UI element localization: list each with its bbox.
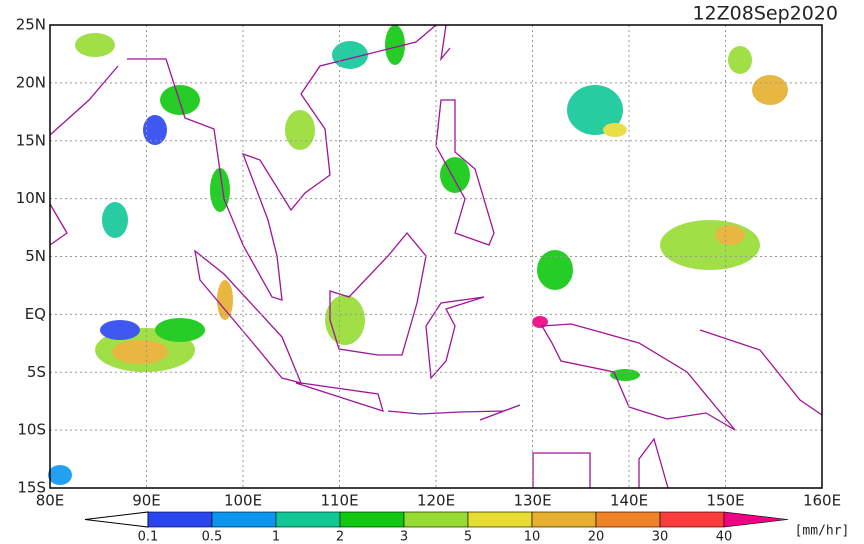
x-axis-label: 100E [224,492,262,510]
colorbar-label: 20 [588,530,605,544]
colorbar-segment [467,511,533,528]
colorbar-label: 10 [524,530,541,544]
colorbar-label: 30 [652,530,669,544]
y-axis-label: 5N [25,247,46,265]
colorbar-unit: [mm/hr] [795,524,850,539]
colorbar-label: 0.1 [138,530,159,544]
map-frame [49,24,823,489]
colorbar-segment [339,511,405,528]
x-axis-label: 160E [803,492,841,510]
x-axis-label: 120E [417,492,455,510]
colorbar-arrow-high [723,511,789,528]
colorbar-segment [531,511,597,528]
y-axis-label: 5S [27,363,46,381]
x-axis-label: 130E [513,492,551,510]
colorbar-segment [147,511,213,528]
colorbar-segment [275,511,341,528]
colorbar-segment [211,511,277,528]
x-axis-label: 80E [36,492,65,510]
coastlines [49,24,823,489]
colorbar-arrow-low [84,511,149,528]
y-axis-label: EQ [25,305,46,323]
colorbar-label: 0.5 [202,530,223,544]
colorbar-label: 3 [400,530,408,544]
y-axis-label: 10N [16,189,46,207]
x-axis-label: 150E [706,492,744,510]
colorbar-label: 1 [272,530,280,544]
x-axis-label: 140E [610,492,648,510]
rain-field [48,25,788,485]
x-axis-label: 110E [320,492,358,510]
colorbar-segment [659,511,725,528]
y-axis-label: 10S [17,421,46,439]
colorbar-segment [403,511,469,528]
x-axis-label: 90E [132,492,161,510]
colorbar-label: 2 [336,530,344,544]
y-axis-label: 25N [16,16,46,34]
grid [50,25,822,488]
colorbar-segment [595,511,661,528]
map-title: 12Z08Sep2020 [692,3,838,25]
y-axis-label: 20N [16,73,46,91]
y-axis-label: 15S [17,479,46,497]
colorbar-label: 5 [464,530,472,544]
colorbar-label: 40 [716,530,733,544]
y-axis-label: 15N [16,131,46,149]
